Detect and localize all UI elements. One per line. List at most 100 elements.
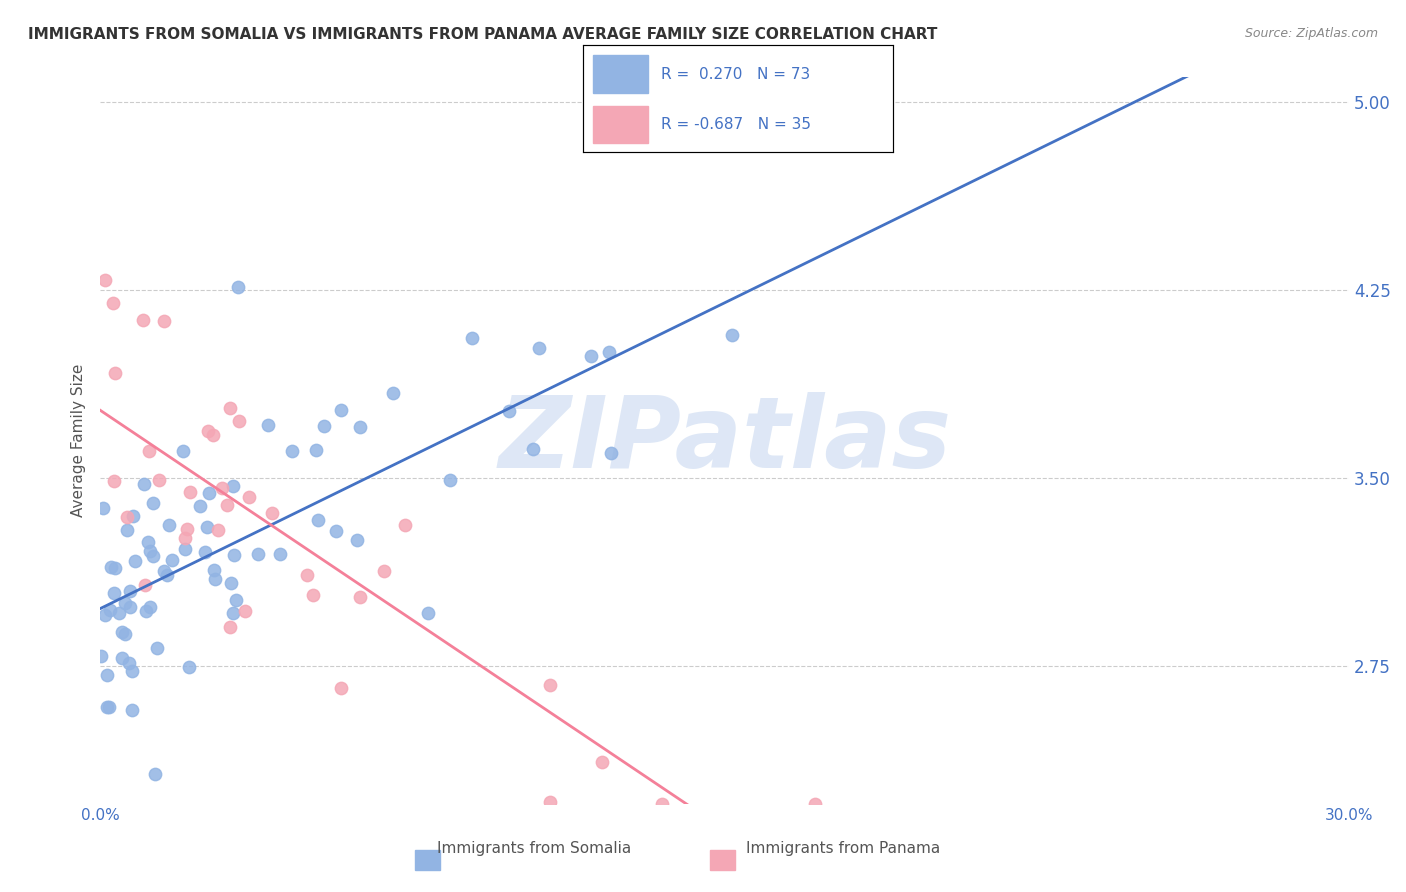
Point xyxy=(121,509,143,524)
Point xyxy=(215,498,238,512)
Point xyxy=(103,474,125,488)
Text: IMMIGRANTS FROM SOMALIA VS IMMIGRANTS FROM PANAMA AVERAGE FAMILY SIZE CORRELATIO: IMMIGRANTS FROM SOMALIA VS IMMIGRANTS FR… xyxy=(28,27,938,42)
Point xyxy=(153,314,176,328)
Point xyxy=(439,473,461,487)
Point xyxy=(382,386,405,401)
Text: Source: ZipAtlas.com: Source: ZipAtlas.com xyxy=(1244,27,1378,40)
Point xyxy=(527,342,550,356)
Point xyxy=(207,523,229,537)
Point xyxy=(460,330,482,344)
Point xyxy=(228,414,250,428)
Point xyxy=(139,544,162,558)
Point xyxy=(329,403,352,417)
Text: R =  0.270   N = 73: R = 0.270 N = 73 xyxy=(661,67,810,82)
Point xyxy=(100,560,122,574)
Point xyxy=(297,568,319,582)
Point xyxy=(139,599,162,614)
Point xyxy=(194,545,217,559)
Point xyxy=(179,485,201,500)
Point xyxy=(346,533,368,548)
Point xyxy=(118,657,141,671)
Point xyxy=(132,476,155,491)
Point xyxy=(219,620,242,634)
Point xyxy=(201,428,224,442)
Point xyxy=(804,797,827,811)
Point xyxy=(172,444,194,458)
Point xyxy=(349,590,371,604)
Point xyxy=(103,586,125,600)
Point xyxy=(219,401,242,415)
Point xyxy=(118,599,141,614)
Point xyxy=(247,547,270,561)
Point xyxy=(176,522,198,536)
Point xyxy=(349,419,371,434)
Point xyxy=(219,576,242,591)
Point xyxy=(195,520,218,534)
Point xyxy=(197,485,219,500)
Point xyxy=(114,596,136,610)
Text: Immigrants from Panama: Immigrants from Panama xyxy=(747,841,941,856)
Point xyxy=(104,561,127,575)
Point xyxy=(142,549,165,564)
Point xyxy=(160,553,183,567)
Point xyxy=(94,607,117,622)
Point xyxy=(104,366,127,380)
Point xyxy=(96,668,118,682)
Point xyxy=(330,681,353,695)
Bar xyxy=(593,55,648,93)
Point xyxy=(581,349,603,363)
Bar xyxy=(593,105,648,143)
Point xyxy=(142,495,165,509)
Point xyxy=(115,509,138,524)
Point xyxy=(222,548,245,562)
Point xyxy=(157,518,180,533)
Point xyxy=(91,500,114,515)
Point xyxy=(174,531,197,545)
Point xyxy=(132,313,155,327)
Point xyxy=(143,767,166,781)
Point xyxy=(522,442,544,457)
Point xyxy=(177,660,200,674)
Text: ZIPatlas: ZIPatlas xyxy=(498,392,952,489)
Text: R = -0.687   N = 35: R = -0.687 N = 35 xyxy=(661,118,811,132)
Point xyxy=(124,554,146,568)
Point xyxy=(498,404,520,418)
Point xyxy=(197,424,219,438)
Point xyxy=(540,795,562,809)
Y-axis label: Average Family Size: Average Family Size xyxy=(72,364,86,517)
Point xyxy=(394,517,416,532)
Point xyxy=(720,328,742,343)
Point xyxy=(138,444,160,458)
Point xyxy=(305,443,328,458)
Point xyxy=(148,473,170,487)
Point xyxy=(225,593,247,607)
Point xyxy=(121,703,143,717)
Point xyxy=(90,648,112,663)
Point xyxy=(222,478,245,492)
Point xyxy=(314,419,336,434)
Point xyxy=(108,606,131,620)
Point xyxy=(121,664,143,678)
Point xyxy=(118,584,141,599)
Text: Immigrants from Somalia: Immigrants from Somalia xyxy=(437,841,631,856)
Point xyxy=(188,499,211,513)
Point xyxy=(211,481,233,495)
Point xyxy=(222,606,245,620)
Point xyxy=(101,296,124,310)
Point xyxy=(238,490,260,504)
Point xyxy=(226,280,249,294)
Point xyxy=(98,602,121,616)
Point xyxy=(202,563,225,577)
Point xyxy=(302,588,325,602)
Point xyxy=(94,273,117,287)
Point xyxy=(146,641,169,656)
Point xyxy=(153,564,176,578)
Point xyxy=(117,524,139,538)
Point xyxy=(599,445,621,459)
Point xyxy=(418,606,440,620)
Point xyxy=(135,604,157,618)
Point xyxy=(269,547,291,561)
Point xyxy=(651,797,673,811)
Point xyxy=(373,565,395,579)
Point xyxy=(111,650,134,665)
